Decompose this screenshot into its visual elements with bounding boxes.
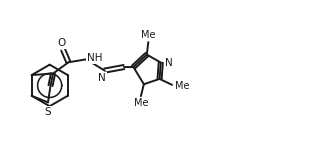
Text: N: N [98, 73, 106, 83]
Text: Me: Me [134, 98, 148, 108]
Text: Me: Me [141, 30, 156, 40]
Text: O: O [58, 38, 66, 48]
Text: N: N [165, 58, 173, 68]
Text: Me: Me [175, 81, 189, 91]
Text: NH: NH [87, 53, 102, 63]
Text: S: S [45, 107, 51, 117]
